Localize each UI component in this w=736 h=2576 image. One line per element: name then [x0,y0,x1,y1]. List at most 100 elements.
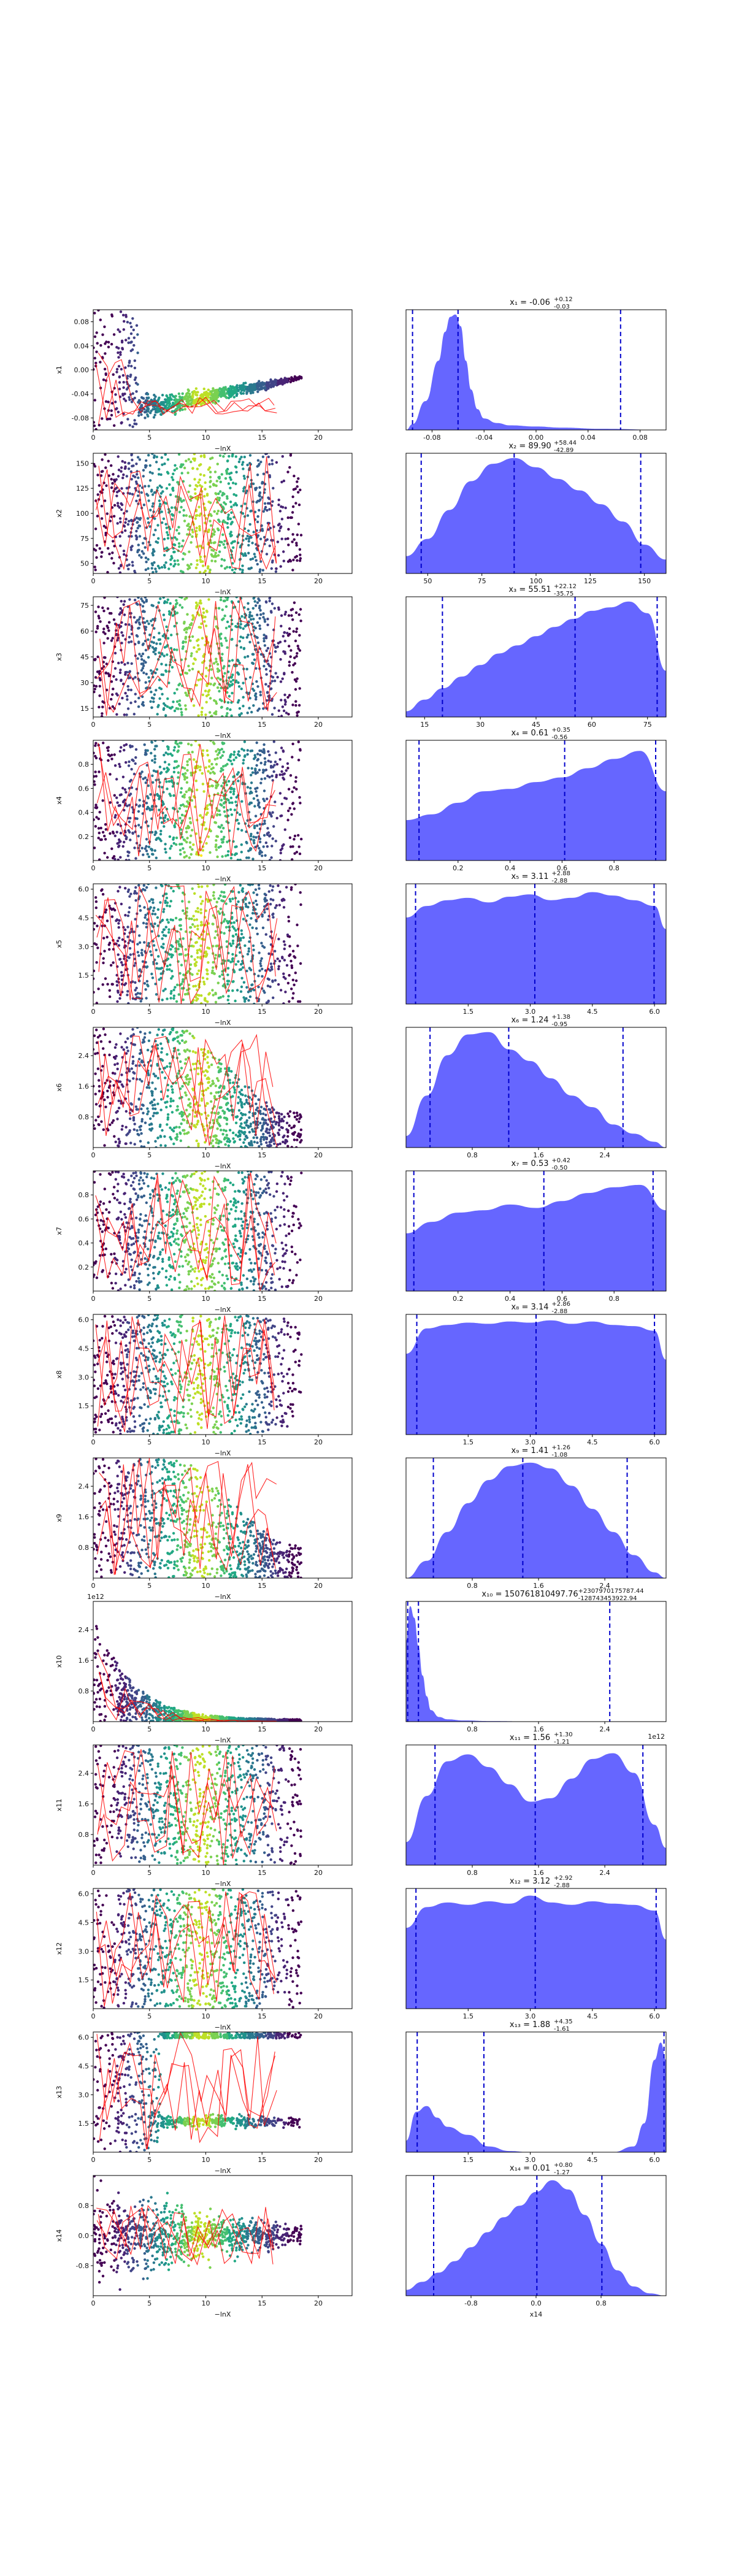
scatter-point [199,944,202,948]
scatter-point [143,941,146,944]
scatter-point [287,614,291,617]
scatter-point [126,990,129,993]
scatter-point [152,769,156,772]
scatter-point [193,478,196,481]
scatter-point [222,895,225,899]
scatter-point [191,467,194,470]
scatter-point [208,466,212,469]
scatter-point [128,1117,132,1121]
scatter-point [166,753,170,756]
scatter-point [274,650,277,653]
scatter-point [134,762,137,765]
scatter-point [254,815,258,818]
scatter-point [225,469,228,472]
scatter-point [99,678,102,681]
scatter-point [240,889,243,892]
scatter-point [147,396,150,399]
scatter-point [290,966,294,970]
scatter-point [252,618,255,621]
scatter-point [249,391,253,395]
scatter-point [259,461,263,464]
scatter-point [286,933,289,937]
scatter-point [290,886,293,889]
scatter-point [116,502,120,505]
scatter-point [192,843,195,846]
scatter-point [101,333,104,336]
scatter-point [222,667,225,670]
scatter-point [259,560,263,563]
scatter-point [161,786,164,789]
scatter-point [266,827,269,830]
x-tick-label: 75 [478,577,486,585]
scatter-point [250,615,253,618]
scatter-point [125,791,128,794]
scatter-point [230,683,233,687]
scatter-point [226,712,229,715]
scatter-point [231,934,235,938]
scatter-point [169,992,172,995]
scatter-point [163,753,166,757]
scatter-point [196,604,199,607]
scatter-point [199,602,202,605]
scatter-point [153,761,156,764]
scatter-point [128,398,131,401]
scatter-point [257,986,260,989]
scatter-point [196,563,199,566]
x-axis-label: −lnX [215,1019,231,1027]
x-tick-label: 100 [530,577,543,585]
scatter-point [227,959,230,962]
scatter-point [155,886,158,889]
scatter-point [244,902,247,906]
scatter-point [158,978,161,981]
scatter-point [283,828,286,831]
scatter-point [101,551,104,554]
scatter-point [264,933,267,936]
scatter-point [151,502,155,505]
scatter-point [164,502,168,505]
scatter-point [282,1140,285,1144]
scatter-point [242,647,245,651]
scatter-point [196,972,199,976]
scatter-point [220,891,223,894]
scatter-point [172,994,176,997]
scatter-point [100,555,103,558]
scatter-point [136,333,139,336]
scatter-point [215,749,218,753]
posterior-density [406,751,666,861]
scatter-point [278,1119,282,1122]
scatter-point [183,795,186,799]
scatter-point [163,564,166,567]
scatter-point [145,965,149,968]
scatter-point [247,540,250,543]
scatter-point [200,710,204,714]
scatter-point [266,984,270,987]
scatter-point [117,823,120,826]
scatter-point [231,481,235,485]
scatter-point [120,661,123,664]
scatter-point [118,702,121,705]
scatter-point [126,661,129,665]
scatter-point [280,614,283,617]
scatter-point [193,758,196,761]
scatter-point [97,1115,100,1119]
scatter-point [186,800,189,803]
scatter-point [127,764,131,767]
scatter-point [136,383,139,386]
scatter-point [101,983,104,986]
scatter-point [146,517,150,520]
scatter-point [299,903,302,907]
scatter-point [255,559,258,562]
scatter-point [113,651,117,655]
scatter-point [117,926,120,929]
scatter-point [163,462,166,466]
scatter-point [126,804,129,808]
scatter-point [253,694,257,697]
scatter-point [256,459,260,462]
trace-line [99,597,276,716]
scatter-point [238,813,242,816]
scatter-point [130,453,133,456]
scatter-point [218,540,221,543]
scatter-point [145,672,148,676]
scatter-point [222,802,226,805]
